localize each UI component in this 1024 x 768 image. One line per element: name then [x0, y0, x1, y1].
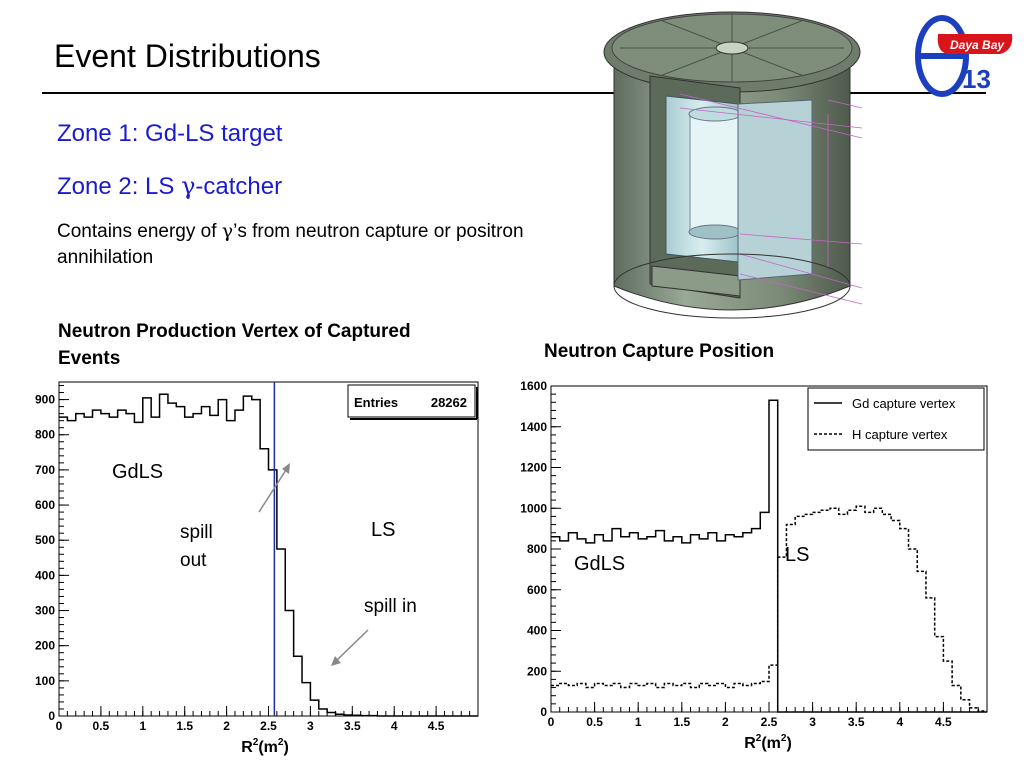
- arrow-spill-out: [258, 469, 287, 513]
- x-tick-label: 1: [635, 715, 642, 729]
- annotation-ls-right: LS: [785, 544, 809, 566]
- y-tick-label: 800: [527, 542, 547, 556]
- arrow-head-spill-in: [331, 656, 341, 666]
- x-tick-label: 4.5: [428, 719, 445, 733]
- y-tick-label: 200: [35, 639, 55, 653]
- x-tick-label: 3: [307, 719, 314, 733]
- x-tick-label: 0: [548, 715, 555, 729]
- stats-entries-label: Entries: [354, 395, 398, 410]
- plot-frame: [58, 381, 479, 717]
- daya-bay-logo: Daya Bay 13: [915, 15, 1013, 97]
- y-tick-label: 500: [35, 533, 55, 547]
- x-tick-label: 3.5: [848, 715, 865, 729]
- y-tick-label: 1400: [520, 420, 547, 434]
- title-rule: [42, 92, 986, 94]
- y-tick-label: 400: [35, 568, 55, 582]
- x-tick-label: 0: [56, 719, 63, 733]
- x-tick-label: 2: [223, 719, 230, 733]
- zone2-gamma: γ: [181, 172, 196, 200]
- annotation-gdls-right: GdLS: [574, 553, 625, 575]
- y-tick-label: 1200: [520, 461, 547, 475]
- legend-box: [807, 387, 985, 451]
- y-tick-label: 600: [527, 583, 547, 597]
- y-tick-label: 700: [35, 463, 55, 477]
- annotation-gdls: GdLS: [112, 461, 163, 483]
- desc-gamma: γ: [221, 220, 234, 242]
- annotation-spill-out: spill: [180, 522, 213, 543]
- x-tick-label: 2.5: [761, 715, 778, 729]
- left-chart-title: Neutron Production Vertex of Captured Ev…: [58, 321, 411, 369]
- stats-entries-value: 28262: [431, 395, 467, 410]
- x-tick-label: 2.5: [260, 719, 277, 733]
- x-tick-label: 2: [722, 715, 729, 729]
- legend-label-gd: Gd capture vertex: [852, 396, 956, 411]
- x-tick-label: 3.5: [344, 719, 361, 733]
- y-tick-label: 800: [35, 428, 55, 442]
- y-tick-label: 0: [48, 709, 55, 723]
- histogram-series-0: [59, 393, 478, 717]
- right-chart-title: Neutron Capture Position: [544, 341, 775, 362]
- x-tick-label: 1.5: [176, 719, 193, 733]
- y-tick-label: 400: [527, 624, 547, 638]
- y-tick-label: 600: [35, 498, 55, 512]
- x-tick-label: 1: [139, 719, 146, 733]
- x-tick-label: 1.5: [673, 715, 690, 729]
- logo-number: 13: [962, 64, 991, 94]
- arrow-head-spill-out: [282, 463, 290, 474]
- annotation-ls: LS: [371, 519, 395, 541]
- y-tick-label: 300: [35, 604, 55, 618]
- zone2-description: Contains energy of γ’s from neutron capt…: [57, 218, 557, 271]
- x-tick-label: 4: [391, 719, 398, 733]
- x-axis-label: R2(m2): [241, 737, 289, 756]
- zone2-suffix: -catcher: [195, 173, 283, 200]
- y-tick-label: 100: [35, 674, 55, 688]
- histogram-series-0: [551, 399, 987, 713]
- x-tick-label: 4.5: [935, 715, 952, 729]
- desc-suffix: ’s from neutron capture or positron anni…: [57, 221, 524, 268]
- zone1-label: Zone 1: Gd-LS target: [57, 120, 283, 147]
- desc-prefix: Contains energy of: [57, 221, 222, 242]
- x-tick-label: 0.5: [93, 719, 110, 733]
- legend-label-h: H capture vertex: [852, 427, 948, 442]
- logo-text: Daya Bay: [950, 38, 1005, 52]
- y-tick-label: 1000: [520, 501, 547, 515]
- y-tick-label: 1600: [520, 379, 547, 393]
- arrow-spill-in: [335, 629, 369, 662]
- zone2-prefix: Zone 2: LS: [57, 173, 182, 200]
- histogram-series-1: [551, 505, 987, 712]
- y-tick-label: 200: [527, 664, 547, 678]
- x-tick-label: 3: [809, 715, 816, 729]
- x-axis-label: R2(m2): [744, 733, 792, 752]
- zone2-label: Zone 2: LS γ-catcher: [57, 172, 282, 201]
- x-tick-label: 0.5: [586, 715, 603, 729]
- y-tick-label: 0: [540, 705, 547, 719]
- annotation-spill-out-2: out: [180, 550, 207, 571]
- y-tick-label: 900: [35, 393, 55, 407]
- detector-illustration: [603, 11, 863, 319]
- stats-box: [347, 384, 476, 418]
- slide-title: Event Distributions: [54, 38, 321, 74]
- x-tick-label: 4: [896, 715, 903, 729]
- annotation-spill-in: spill in: [364, 596, 417, 617]
